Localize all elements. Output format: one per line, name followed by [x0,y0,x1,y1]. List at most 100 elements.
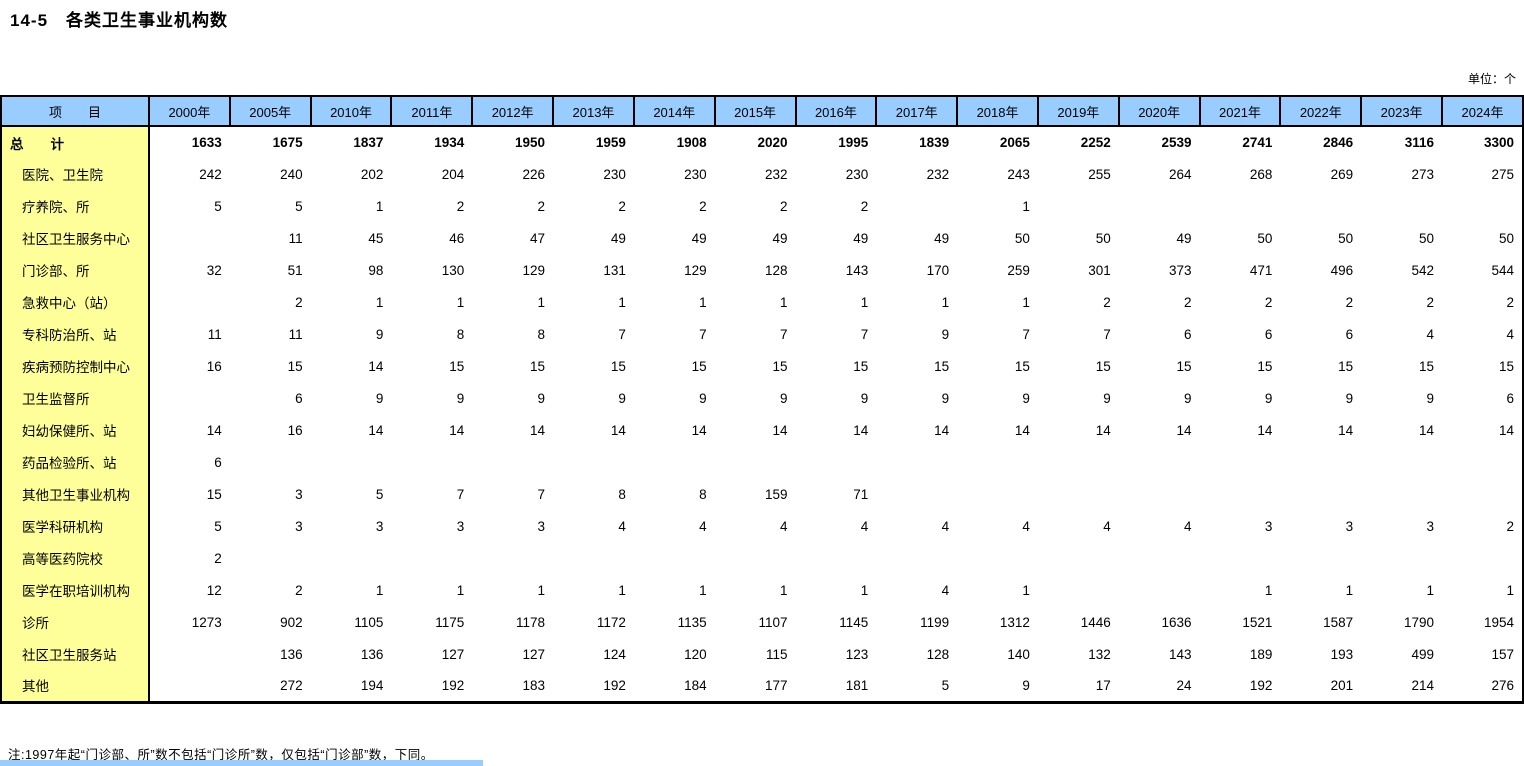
data-cell: 9 [1199,382,1281,414]
data-cell: 1 [472,574,554,606]
next-table-header-partial [0,760,483,766]
data-cell: 11 [229,222,311,254]
data-cell: 71 [795,478,877,510]
data-cell [633,446,715,478]
data-cell: 1 [553,574,634,606]
data-cell: 50 [1199,222,1281,254]
data-cell: 2 [1199,286,1281,318]
data-cell: 11 [229,318,311,350]
year-column-header: 2024年 [1441,95,1524,127]
table-row: 社区卫生服务中心 11 45 46 47 49 49 49 49 49 50 50 49 50 50 50 50 [0,222,1523,254]
data-cell: 9 [553,382,634,414]
data-cell: 3 [1280,510,1362,542]
data-cell: 192 [1199,670,1281,702]
data-cell: 128 [714,254,796,286]
data-cell: 264 [1118,158,1200,190]
data-cell: 1 [553,286,634,318]
data-cell: 15 [1361,350,1442,382]
year-column-header: 2017年 [875,95,959,127]
data-cell: 226 [472,158,554,190]
data-cell: 15 [1442,350,1523,382]
data-cell: 193 [1280,638,1362,670]
data-cell: 14 [876,414,958,446]
data-cell: 15 [553,350,634,382]
table-row: 卫生监督所 6 9 9 9 9 9 9 9 9 9 9 9 9 9 9 6 [0,382,1523,414]
data-cell: 3300 [1442,126,1523,158]
data-cell [472,446,554,478]
table-row: 妇幼保健所、站 14 16 14 14 14 14 14 14 14 14 14 14 14 14 14 14 1… [0,414,1523,446]
data-cell: 3 [229,510,311,542]
data-cell: 2 [795,190,877,222]
data-cell: 1 [310,286,392,318]
year-column-header: 2019年 [1036,95,1120,127]
data-cell: 6 [229,382,311,414]
data-cell: 50 [1442,222,1523,254]
data-cell: 157 [1442,638,1523,670]
data-cell: 5 [149,510,230,542]
data-cell: 2 [553,190,634,222]
data-cell: 2741 [1199,126,1281,158]
data-cell: 1995 [795,126,877,158]
data-cell: 127 [472,638,554,670]
table-header-row: 项 目 2000年 2005年 2010年 2011年 2012年 2013年 2014年 2… [0,95,1524,127]
data-cell: 3 [310,510,392,542]
data-cell: 2 [1280,286,1362,318]
data-cell: 6 [1442,382,1523,414]
data-cell: 9 [795,382,877,414]
row-label: 总 计 [0,126,150,158]
table-row: 门诊部、所 32 51 98 130 129 131 129 128 143 170 259 301 37… [0,254,1523,286]
data-cell: 1 [957,286,1038,318]
data-cell: 15 [633,350,715,382]
data-cell: 1 [310,574,392,606]
data-cell [1361,542,1442,574]
data-cell: 2 [714,190,796,222]
data-cell: 1 [310,190,392,222]
data-cell: 373 [1118,254,1200,286]
data-cell: 1 [633,286,715,318]
data-cell: 14 [1361,414,1442,446]
data-cell: 1 [1199,574,1281,606]
data-cell [1442,478,1523,510]
data-cell [795,446,877,478]
data-cell: 15 [1118,350,1200,382]
year-column-header: 2016年 [794,95,878,127]
data-cell [1199,190,1281,222]
data-cell: 2 [472,190,554,222]
table-row: 其他卫生事业机构 15 3 5 7 7 8 8 159 71 [0,478,1523,510]
data-cell: 9 [714,382,796,414]
data-cell: 1 [957,574,1038,606]
data-cell: 1675 [229,126,311,158]
data-cell: 272 [229,670,311,702]
year-column-header: 2018年 [956,95,1039,127]
data-cell: 273 [1361,158,1442,190]
data-cell: 499 [1361,638,1442,670]
data-cell: 1 [633,574,715,606]
row-label: 卫生监督所 [0,382,150,414]
data-cell: 275 [1442,158,1523,190]
data-cell: 15 [1280,350,1362,382]
data-cell: 14 [633,414,715,446]
table-row: 其他 272 194 192 183 192 184 177 181 5 9 17 24 192 201 21… [0,670,1523,704]
data-cell [1037,574,1119,606]
data-cell: 15 [1199,350,1281,382]
data-cell [1037,478,1119,510]
data-cell [1280,446,1362,478]
data-cell: 1 [795,286,877,318]
data-cell [1442,446,1523,478]
data-cell: 143 [1118,638,1200,670]
year-column-header: 2005年 [228,95,312,127]
data-cell: 1934 [391,126,473,158]
data-cell: 14 [391,414,473,446]
data-cell [1442,190,1523,222]
row-label: 妇幼保健所、站 [0,414,150,446]
data-cell: 4 [957,510,1038,542]
data-cell: 1312 [957,606,1038,638]
data-cell [876,190,958,222]
data-cell: 9 [957,670,1038,702]
data-cell: 14 [795,414,877,446]
data-cell: 4 [876,510,958,542]
data-cell: 2 [1118,286,1200,318]
data-cell: 2 [391,190,473,222]
data-cell: 46 [391,222,473,254]
year-column-header: 2000年 [148,95,231,127]
